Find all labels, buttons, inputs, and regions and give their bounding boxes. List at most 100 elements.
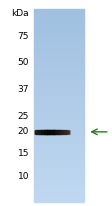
Bar xyxy=(34,102,84,104)
Bar xyxy=(34,51,84,53)
Bar xyxy=(34,56,84,57)
Bar xyxy=(34,162,84,163)
Bar xyxy=(34,88,84,90)
Bar xyxy=(34,128,84,130)
Text: 75: 75 xyxy=(18,32,29,41)
Bar xyxy=(34,141,84,143)
Bar xyxy=(34,120,84,122)
Bar xyxy=(34,184,84,186)
Bar xyxy=(34,94,84,96)
Bar xyxy=(44,130,45,134)
Bar xyxy=(34,123,84,125)
Bar xyxy=(34,41,84,43)
Bar xyxy=(34,93,84,94)
Bar xyxy=(34,136,84,138)
Bar xyxy=(65,130,66,134)
Bar xyxy=(34,171,84,173)
Bar xyxy=(34,149,84,151)
Bar xyxy=(58,130,59,134)
Bar xyxy=(34,189,84,191)
Bar xyxy=(34,173,84,175)
Bar xyxy=(34,200,84,202)
Bar xyxy=(34,114,84,115)
Bar xyxy=(34,83,84,85)
Bar xyxy=(45,130,46,134)
Bar xyxy=(34,36,84,38)
Bar xyxy=(34,159,84,160)
Bar xyxy=(52,130,53,134)
Bar xyxy=(40,130,41,134)
Bar xyxy=(35,130,36,134)
Bar xyxy=(34,112,84,114)
Bar xyxy=(69,130,70,134)
Bar xyxy=(67,130,68,134)
Bar xyxy=(64,130,65,134)
Bar xyxy=(34,9,84,11)
Bar xyxy=(34,59,84,61)
Bar xyxy=(63,130,64,134)
Bar xyxy=(61,130,62,134)
Bar xyxy=(34,110,84,112)
Bar xyxy=(34,49,84,51)
Bar xyxy=(34,74,84,75)
Bar xyxy=(34,199,84,200)
Bar xyxy=(34,90,84,91)
Bar xyxy=(34,38,84,40)
Bar xyxy=(34,17,84,19)
Bar xyxy=(34,181,84,183)
Bar xyxy=(34,178,84,179)
Bar xyxy=(38,130,39,134)
Bar xyxy=(34,24,84,25)
Bar xyxy=(34,147,84,149)
Bar xyxy=(34,157,84,159)
Bar xyxy=(48,130,49,134)
Bar xyxy=(34,22,84,24)
Bar xyxy=(41,130,42,134)
Bar xyxy=(67,130,68,134)
Bar xyxy=(34,32,84,33)
Bar xyxy=(34,194,84,195)
Bar xyxy=(34,155,84,157)
Bar xyxy=(34,106,84,107)
Bar xyxy=(34,192,84,194)
Bar xyxy=(34,125,84,126)
Bar xyxy=(34,64,84,66)
Bar xyxy=(34,14,84,16)
Bar xyxy=(34,163,84,165)
Bar xyxy=(34,126,84,128)
Bar xyxy=(66,130,67,134)
Bar xyxy=(45,130,46,134)
Bar xyxy=(34,109,84,110)
Bar xyxy=(34,143,84,144)
Bar xyxy=(44,130,45,134)
Bar xyxy=(34,96,84,98)
Bar xyxy=(34,168,84,170)
Bar xyxy=(49,130,50,134)
Bar xyxy=(34,151,84,152)
Bar xyxy=(34,72,84,74)
Bar xyxy=(34,197,84,199)
Bar xyxy=(60,130,61,134)
Bar xyxy=(38,130,39,134)
Bar xyxy=(34,13,84,14)
Bar xyxy=(63,130,64,134)
Bar xyxy=(34,107,84,109)
Bar xyxy=(60,130,61,134)
Bar xyxy=(34,191,84,192)
Text: 50: 50 xyxy=(18,58,29,67)
Bar xyxy=(34,131,84,133)
Text: 10: 10 xyxy=(18,172,29,181)
Bar xyxy=(34,61,84,62)
Bar xyxy=(34,11,84,13)
Bar xyxy=(57,130,58,134)
Bar xyxy=(34,133,84,135)
Bar xyxy=(48,130,49,134)
Bar xyxy=(34,82,84,83)
Bar xyxy=(62,130,63,134)
Bar xyxy=(53,130,54,134)
Bar xyxy=(34,117,84,118)
Bar xyxy=(34,135,84,136)
Bar xyxy=(35,130,36,134)
Text: 25: 25 xyxy=(18,112,29,121)
Bar xyxy=(57,130,58,134)
